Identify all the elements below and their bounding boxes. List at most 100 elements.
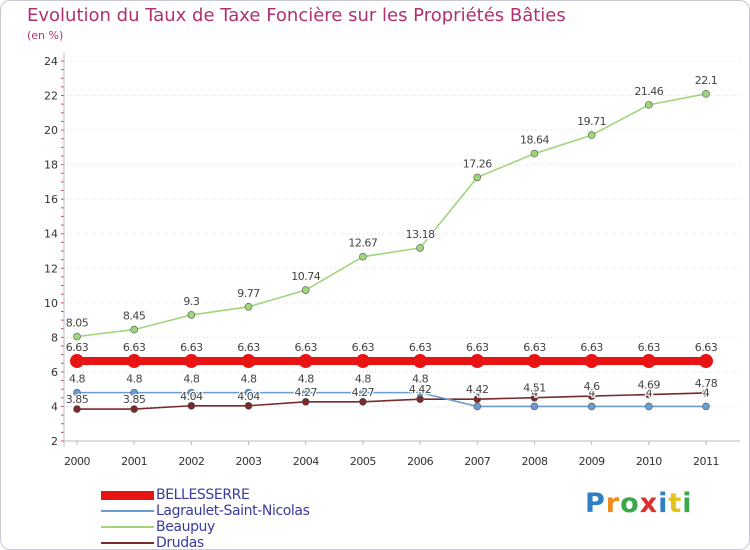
data-point — [359, 252, 367, 261]
x-tick-label: 2008 — [521, 455, 547, 468]
data-point — [587, 392, 596, 400]
y-tick-label: 2 — [51, 435, 58, 448]
data-point — [301, 397, 310, 406]
data-point — [187, 311, 196, 319]
x-tick-label: 2005 — [350, 455, 376, 468]
data-point — [73, 388, 81, 397]
data-label: 8.05 — [66, 317, 89, 330]
data-label: 4.42 — [466, 383, 489, 396]
data-point — [241, 354, 256, 369]
data-point — [473, 402, 482, 411]
data-label: 19.71 — [577, 115, 606, 128]
data-label: 4.8 — [183, 373, 199, 386]
data-label: 4.42 — [409, 383, 432, 396]
data-label: 4 — [474, 386, 481, 399]
data-label: 6.63 — [695, 341, 718, 354]
data-label: 6.63 — [523, 341, 546, 354]
data-point — [184, 354, 199, 369]
data-label: 4.8 — [241, 373, 257, 386]
series-line-4 — [77, 392, 707, 410]
data-label: 4.78 — [695, 377, 718, 390]
data-point — [699, 354, 713, 369]
data-label: 10.74 — [291, 270, 320, 283]
y-tick-label: 22 — [44, 90, 58, 103]
data-point — [73, 405, 81, 413]
legend-item: Drudas — [101, 535, 309, 549]
data-point — [301, 286, 310, 294]
data-point — [527, 354, 542, 369]
data-point — [530, 402, 539, 411]
data-label: 3.85 — [123, 393, 146, 406]
data-label: 9.3 — [183, 295, 199, 308]
data-point — [645, 390, 653, 399]
data-point — [584, 354, 599, 369]
data-label: 13.18 — [406, 228, 435, 241]
legend-swatch — [101, 526, 154, 528]
data-label: 4.8 — [298, 373, 314, 386]
data-point — [298, 354, 313, 369]
data-label: 6.63 — [294, 341, 317, 354]
y-tick-label: 4 — [51, 400, 58, 413]
data-label: 4.27 — [294, 386, 317, 399]
data-label: 4.69 — [638, 379, 661, 392]
y-tick-label: 18 — [44, 159, 58, 172]
legend: BELLESSERRE Lagraulet-Saint-Nicolas Beaupu… — [101, 487, 310, 549]
data-label: 6.63 — [123, 341, 146, 354]
data-point — [187, 401, 196, 410]
logo-letter: t — [668, 488, 683, 519]
data-label: 18.64 — [520, 134, 549, 147]
legend-item: BELLESSERRE — [101, 487, 309, 503]
data-point — [413, 354, 428, 369]
x-tick-label: 2006 — [407, 455, 433, 468]
logo-letter: r — [605, 488, 621, 519]
y-tick-label: 24 — [44, 55, 58, 68]
data-label: 4.27 — [352, 386, 375, 399]
chart-title: Evolution du Taux de Taxe Foncière sur l… — [27, 5, 566, 26]
logo-letter: i — [658, 488, 669, 519]
y-tick-label: 16 — [44, 193, 58, 206]
y-tick-label: 8 — [51, 331, 58, 344]
data-point — [244, 302, 253, 311]
data-point — [473, 173, 482, 182]
data-point — [416, 388, 424, 397]
data-point — [645, 101, 653, 109]
x-tick-label: 2003 — [236, 455, 262, 468]
data-label: 6.63 — [180, 341, 203, 354]
y-tick-label: 14 — [44, 228, 58, 241]
data-label: 4.04 — [237, 390, 260, 403]
data-point — [301, 388, 310, 397]
data-label: 4 — [646, 386, 653, 399]
y-tick-label: 6 — [51, 366, 58, 379]
legend-item: Lagraulet-Saint-Nicolas — [101, 503, 310, 519]
data-point — [187, 388, 196, 397]
data-label: 4.04 — [180, 390, 203, 403]
data-point — [470, 354, 485, 369]
proxiti-logo: Proxiti — [585, 488, 693, 519]
data-point — [73, 332, 81, 341]
data-label: 4.51 — [523, 382, 546, 395]
data-point — [359, 388, 367, 397]
logo-letter: x — [639, 488, 659, 519]
logo-letter: i — [682, 488, 693, 519]
data-point — [355, 354, 370, 369]
data-label: 6.63 — [409, 341, 432, 354]
data-label: 6.63 — [580, 341, 603, 354]
legend-item: Beaupuy — [101, 519, 309, 535]
data-point — [359, 397, 367, 406]
data-point — [130, 388, 138, 397]
data-point — [70, 354, 84, 369]
x-tick-label: 2004 — [293, 455, 319, 468]
y-tick-label: 10 — [44, 297, 58, 310]
series-line-3 — [76, 93, 707, 338]
data-label: 6.63 — [466, 341, 489, 354]
legend-label: BELLESSERRE — [156, 487, 250, 503]
y-tick-label: 20 — [44, 124, 58, 137]
data-point — [702, 90, 710, 98]
data-point — [127, 354, 142, 369]
data-point — [530, 393, 539, 402]
data-label: 6.63 — [638, 341, 661, 354]
data-label: 17.26 — [463, 157, 492, 170]
data-label: 6.63 — [352, 341, 375, 354]
data-point — [702, 389, 710, 397]
